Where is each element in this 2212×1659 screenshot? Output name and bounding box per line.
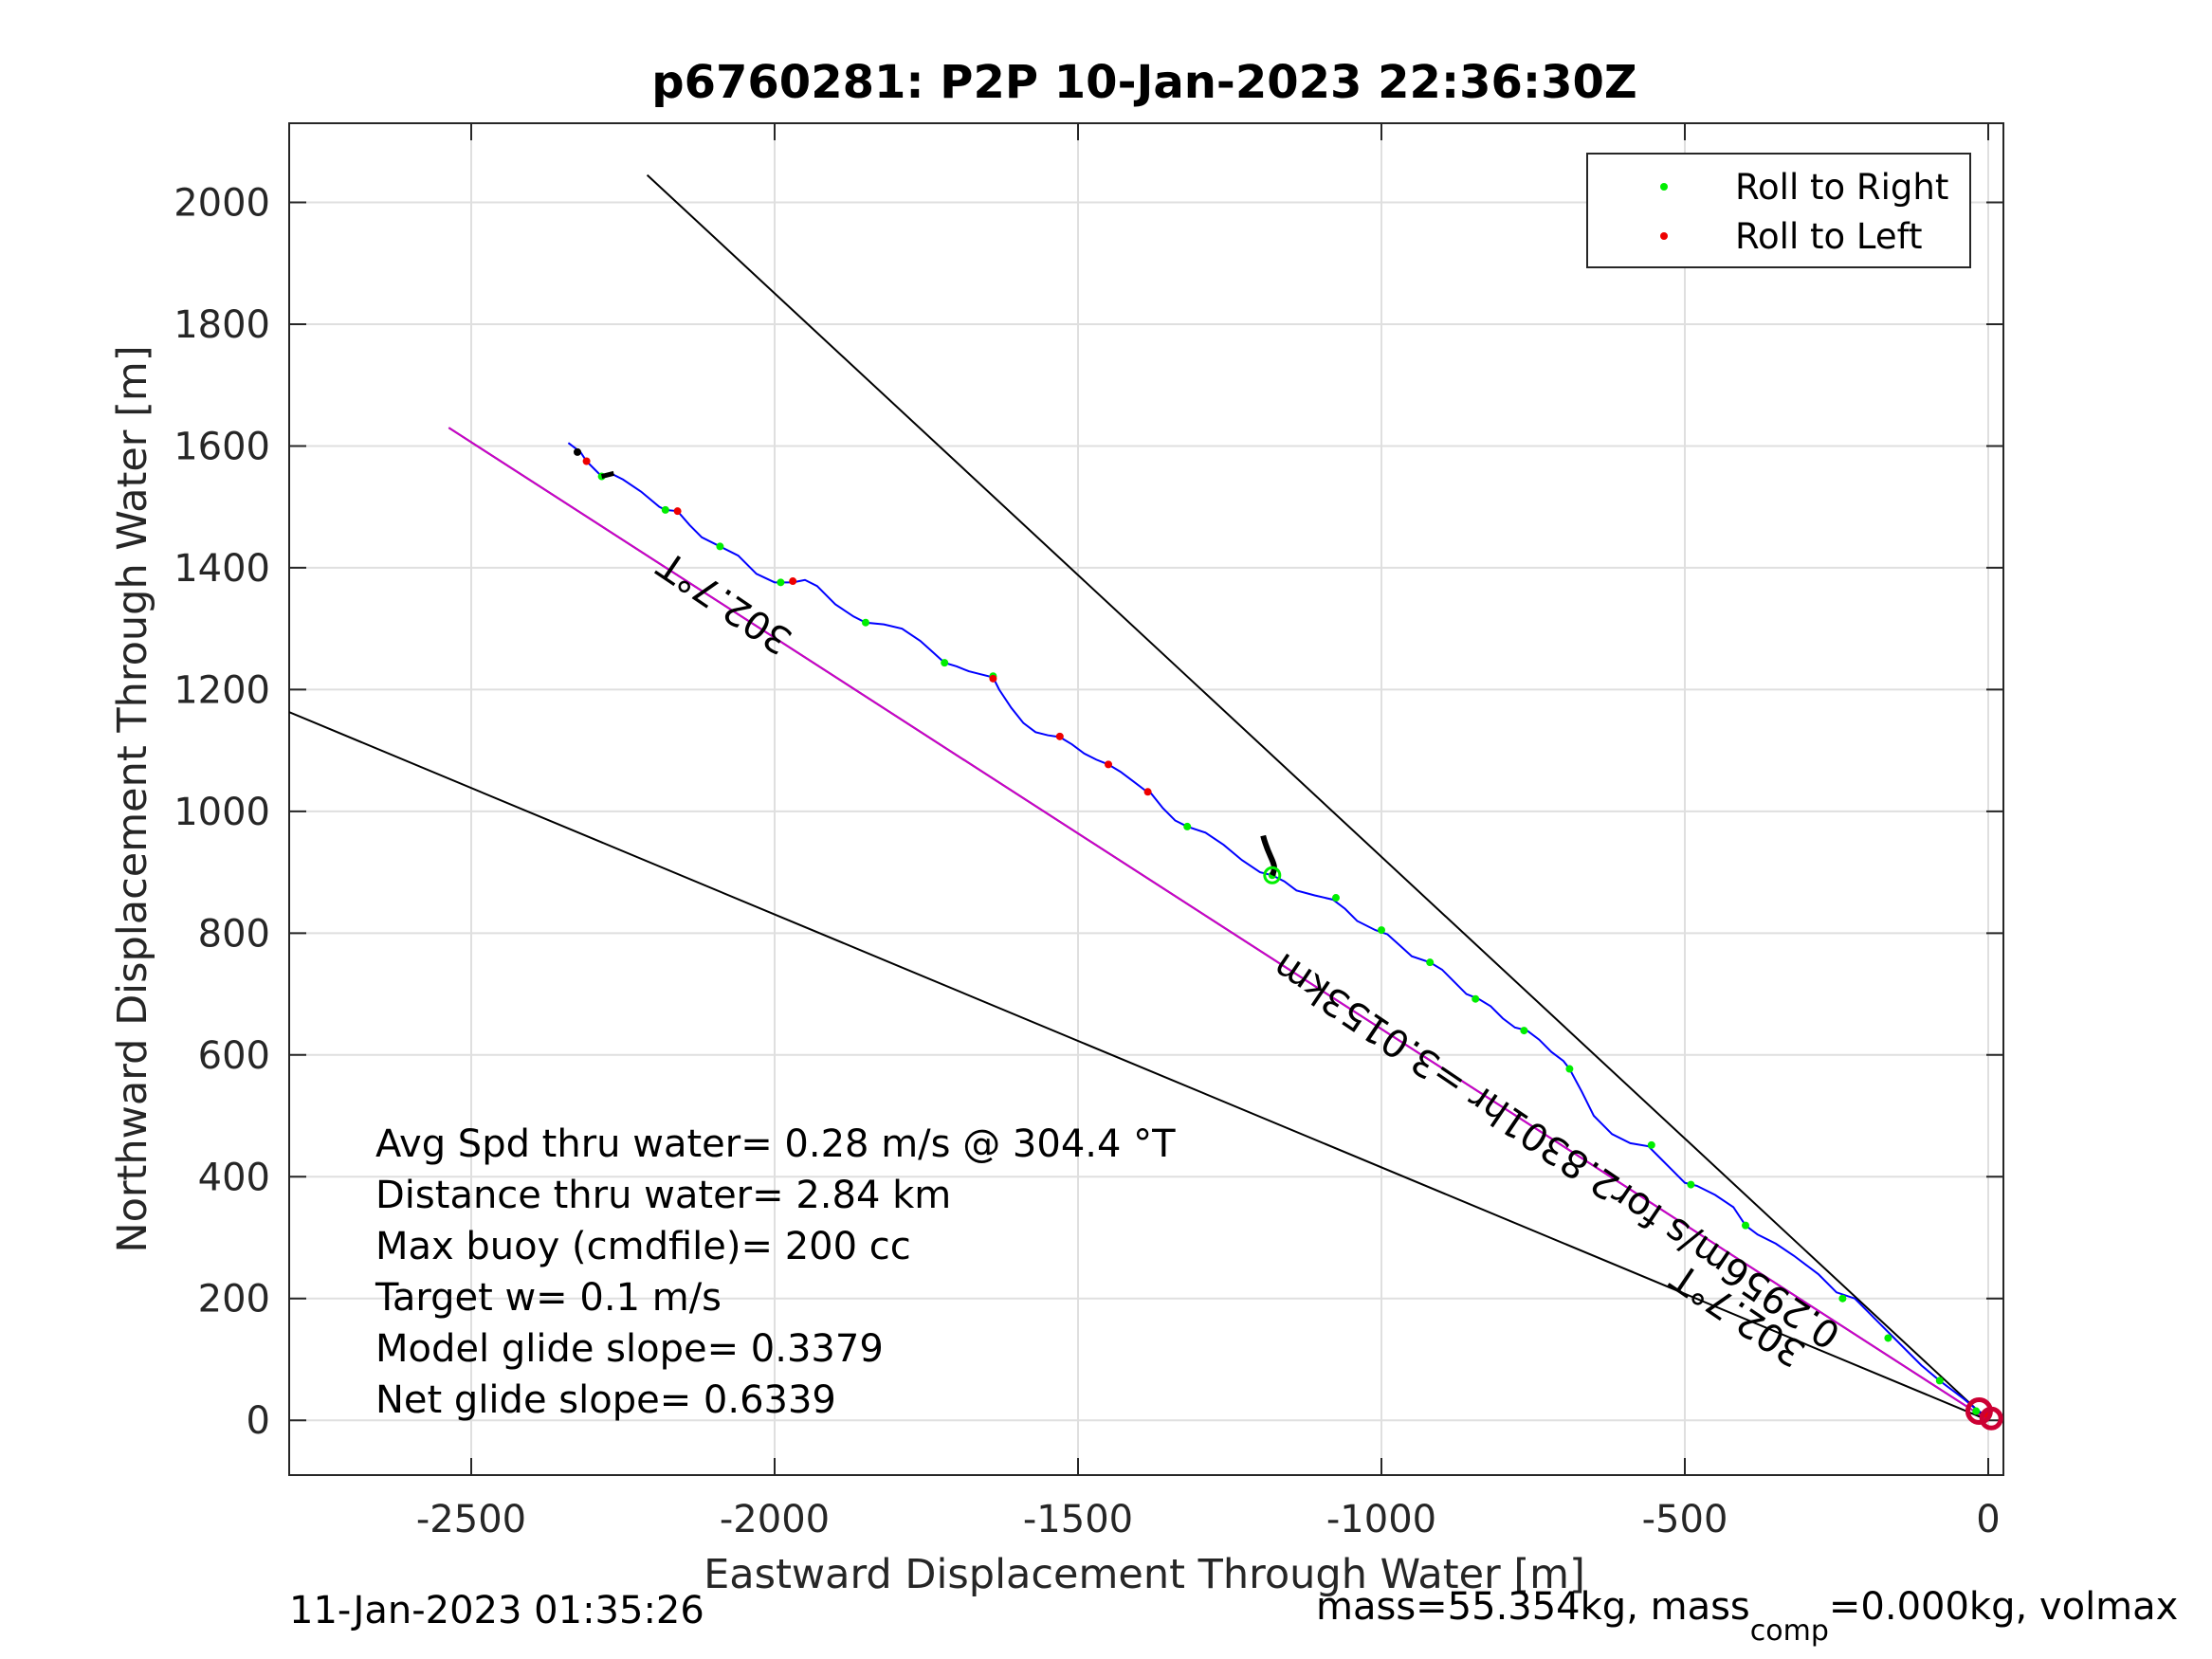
plot-frame bbox=[288, 122, 2004, 1476]
roll-right-point bbox=[1426, 958, 1435, 967]
roll-right-ring bbox=[1263, 866, 1282, 884]
stat-max-buoy: Max buoy (cmdfile)= 200 cc bbox=[375, 1225, 911, 1268]
x-axis-ticks: -2500 -2000 -1500 -1000 -500 0 bbox=[416, 123, 2001, 1541]
track-detail-marks bbox=[574, 447, 2003, 1431]
x-tick-label: -2000 bbox=[720, 1498, 830, 1541]
legend-marker-roll-right bbox=[1660, 183, 1668, 191]
roll-right-point bbox=[777, 578, 785, 587]
roll-right-point bbox=[1647, 1140, 1655, 1149]
roll-right-point bbox=[1332, 894, 1340, 902]
y-tick-label: 400 bbox=[198, 1156, 270, 1199]
x-axis-label: Eastward Displacement Through Water [m] bbox=[704, 1551, 1585, 1598]
roll-right-point bbox=[1520, 1027, 1528, 1035]
roll-right-point bbox=[1565, 1065, 1574, 1073]
x-tick-label: -2500 bbox=[416, 1498, 526, 1541]
x-tick-label: -500 bbox=[1642, 1498, 1728, 1541]
legend: Roll to Right Roll to Left bbox=[1586, 153, 1971, 268]
stat-model-glide-slope: Model glide slope= 0.3379 bbox=[375, 1327, 884, 1371]
roll-right-point bbox=[941, 659, 949, 667]
roll-right-point bbox=[1935, 1376, 1944, 1385]
line-annotation-2: 0.2956m/s for2.8301hr =3.0153km bbox=[1265, 944, 1848, 1358]
footer-mass-prefix: mass=55.354kg, mass bbox=[1316, 1585, 1750, 1629]
reference-lines bbox=[289, 173, 1989, 1422]
x-tick-label: -1500 bbox=[1023, 1498, 1133, 1541]
y-tick-label: 1400 bbox=[174, 547, 270, 591]
legend-label-roll-right: Roll to Right bbox=[1735, 167, 1948, 208]
roll-right-point bbox=[1972, 1407, 1981, 1415]
roll-left-point bbox=[582, 457, 591, 465]
track-line bbox=[567, 442, 1989, 1418]
line-annotation-0: 302.7°T bbox=[650, 542, 800, 663]
legend-marker-roll-left bbox=[1660, 232, 1668, 240]
footer-mass-subscript: comp bbox=[1750, 1614, 1829, 1648]
roll-right-point bbox=[1742, 1221, 1749, 1230]
reference-line-0 bbox=[646, 173, 1989, 1421]
stat-avg-speed: Avg Spd thru water= 0.28 m/s @ 304.4 °T bbox=[375, 1122, 1176, 1166]
y-tick-label: 2000 bbox=[174, 182, 270, 226]
roll-left-point bbox=[1105, 760, 1112, 769]
roll-points bbox=[582, 457, 1989, 1418]
roll-left-point bbox=[1143, 788, 1152, 796]
stats-block: Avg Spd thru water= 0.28 m/s @ 304.4 °T … bbox=[375, 1122, 1176, 1422]
y-axis-ticks: 0 200 400 600 800 1000 1200 1400 1600 1800 2000 bbox=[174, 182, 2003, 1443]
y-tick-label: 0 bbox=[247, 1399, 270, 1443]
legend-box bbox=[1586, 153, 1971, 268]
y-tick-label: 1200 bbox=[174, 668, 270, 712]
y-tick-label: 1600 bbox=[174, 425, 270, 468]
roll-right-point bbox=[1687, 1180, 1695, 1189]
chart-title: p6760281: P2P 10-Jan-2023 22:36:30Z bbox=[651, 56, 1636, 109]
start-drift-mark bbox=[600, 470, 615, 479]
stat-distance: Distance thru water= 2.84 km bbox=[375, 1174, 951, 1217]
y-tick-label: 200 bbox=[198, 1278, 270, 1322]
roll-right-point bbox=[716, 542, 724, 551]
footer-mass-info: mass=55.354kg, masscomp=0.000kg, volmax bbox=[1316, 1585, 2178, 1648]
track-start-point bbox=[574, 447, 581, 456]
stat-target-w: Target w= 0.1 m/s bbox=[375, 1276, 722, 1320]
footer-mass-suffix: =0.000kg, volmax bbox=[1829, 1585, 2178, 1629]
y-axis-label: Northward Displacement Through Water [m] bbox=[109, 345, 156, 1252]
stat-net-glide-slope: Net glide slope= 0.6339 bbox=[375, 1378, 836, 1422]
origin-marker-2 bbox=[1979, 1406, 2003, 1431]
roll-right-point bbox=[1183, 822, 1192, 830]
y-tick-label: 800 bbox=[198, 912, 270, 956]
x-tick-label: -1000 bbox=[1326, 1498, 1436, 1541]
roll-right-point bbox=[1472, 994, 1480, 1003]
y-tick-label: 600 bbox=[198, 1034, 270, 1078]
roll-right-point bbox=[1378, 926, 1385, 935]
roll-right-point bbox=[862, 618, 869, 627]
roll-left-point bbox=[989, 674, 997, 683]
y-tick-label: 1000 bbox=[174, 791, 270, 834]
roll-left-point bbox=[673, 507, 682, 516]
x-tick-label: 0 bbox=[1976, 1498, 2000, 1541]
grid-lines bbox=[289, 123, 2003, 1475]
model-heading-line bbox=[448, 427, 1989, 1422]
roll-right-point bbox=[661, 505, 669, 514]
surface-drift-mark bbox=[1260, 834, 1277, 877]
footer-timestamp: 11-Jan-2023 01:35:26 bbox=[289, 1589, 704, 1632]
roll-right-point bbox=[1884, 1334, 1892, 1342]
reference-line-1 bbox=[289, 711, 1989, 1422]
roll-right-point bbox=[1838, 1294, 1847, 1303]
y-tick-label: 1800 bbox=[174, 303, 270, 347]
roll-left-point bbox=[789, 577, 797, 586]
legend-label-roll-left: Roll to Left bbox=[1735, 216, 1923, 257]
roll-left-point bbox=[1055, 732, 1064, 740]
